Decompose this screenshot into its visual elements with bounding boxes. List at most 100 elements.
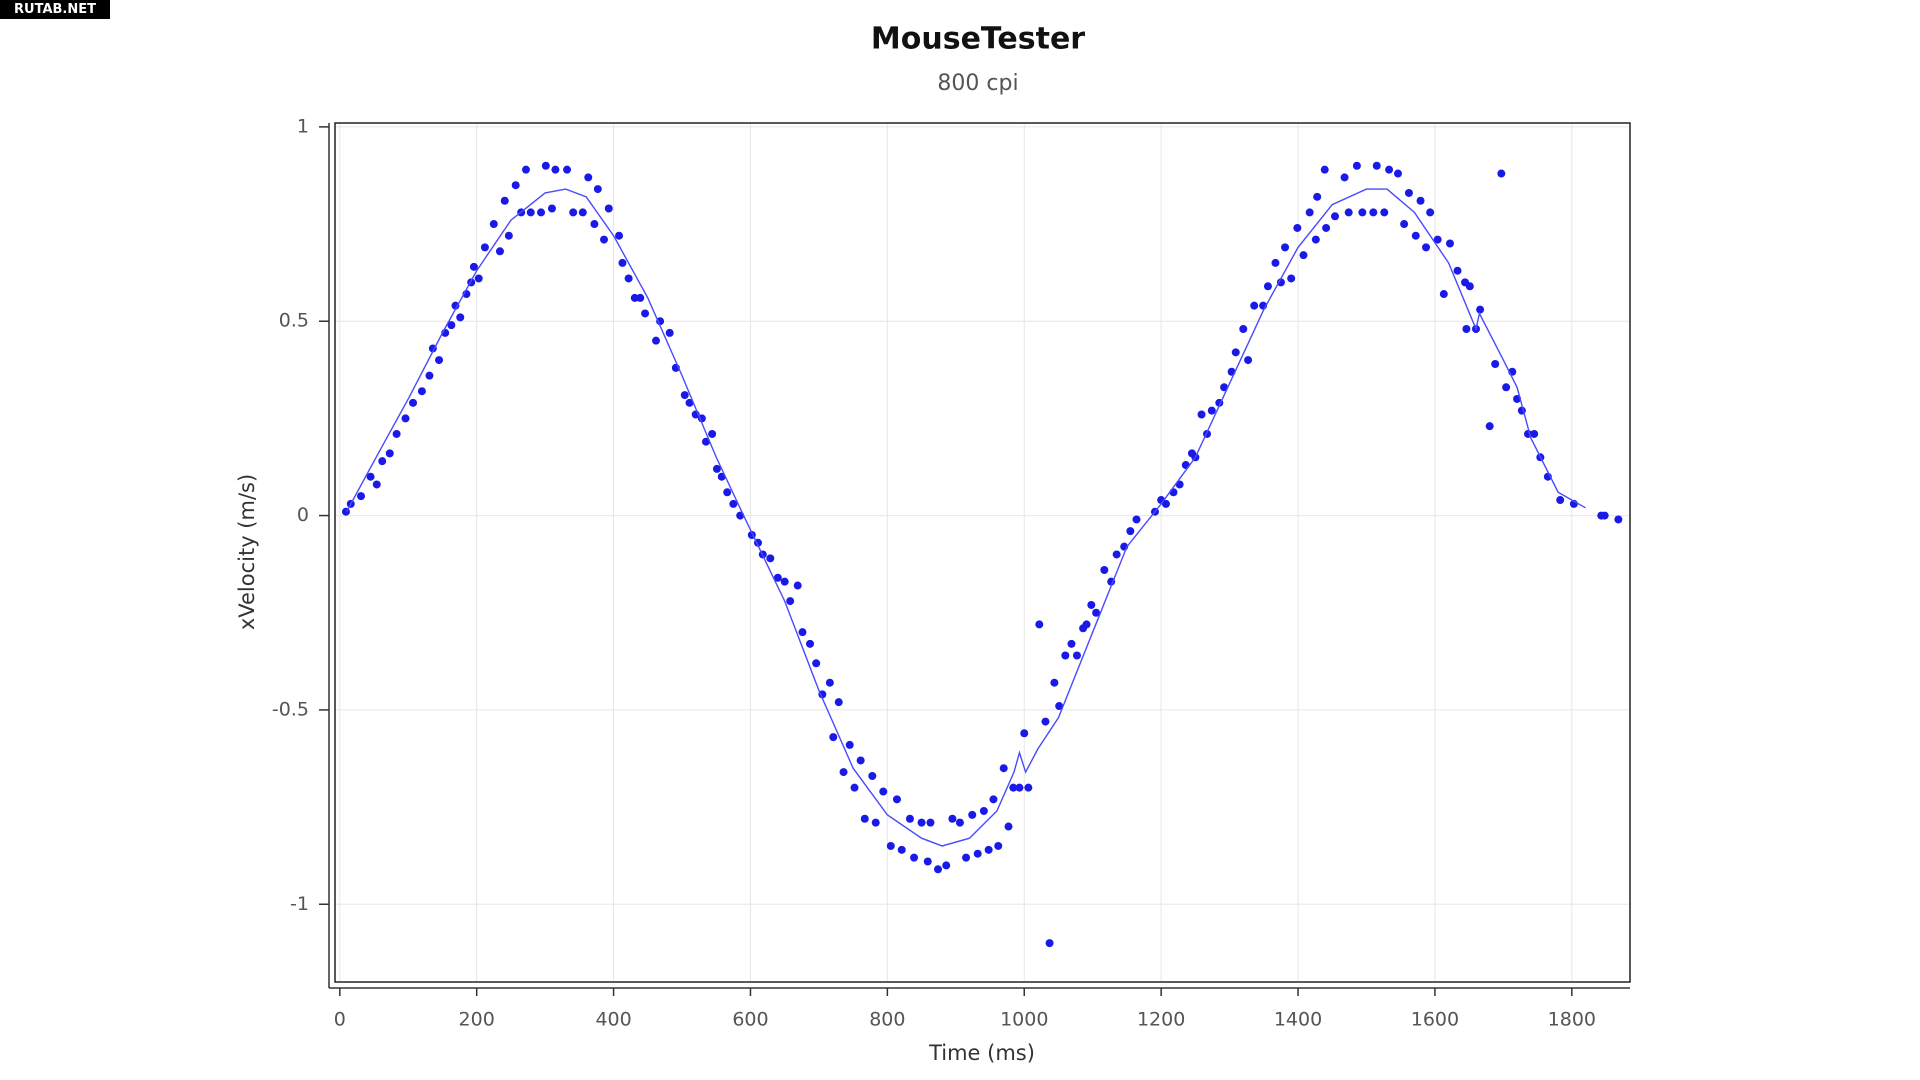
data-point	[984, 845, 993, 854]
data-point	[1004, 822, 1013, 831]
data-point	[1497, 169, 1506, 178]
data-point	[624, 274, 633, 283]
data-point	[845, 740, 854, 749]
data-point	[656, 317, 665, 326]
data-point	[1311, 235, 1320, 244]
plot-area	[335, 123, 1630, 982]
data-point	[1055, 702, 1064, 711]
data-point	[1271, 258, 1280, 267]
data-point	[1313, 192, 1322, 201]
data-point	[1126, 527, 1135, 536]
data-point	[968, 810, 977, 819]
data-point	[401, 414, 410, 423]
data-point	[1320, 165, 1329, 174]
watermark: RUTAB.NET	[14, 2, 96, 17]
data-point	[1416, 196, 1425, 205]
data-point	[926, 818, 935, 827]
data-point	[547, 204, 556, 213]
x-tick-label: 0	[334, 1009, 346, 1031]
data-point	[1169, 488, 1178, 497]
data-point	[723, 488, 732, 497]
data-point	[1502, 383, 1511, 392]
data-point	[892, 795, 901, 804]
data-point	[917, 818, 926, 827]
data-point	[708, 429, 717, 438]
chart-subtitle: 800 cpi	[937, 71, 1018, 96]
data-point	[905, 814, 914, 823]
data-point	[897, 845, 906, 854]
y-axis-label: xVelocity (m/s)	[235, 474, 259, 630]
data-point	[1132, 515, 1141, 524]
data-point	[590, 220, 599, 229]
data-point	[504, 231, 513, 240]
data-point	[994, 841, 1003, 850]
data-point	[1465, 282, 1474, 291]
data-point	[962, 853, 971, 862]
data-point	[1024, 783, 1033, 792]
data-point	[1344, 208, 1353, 217]
data-point	[665, 328, 674, 337]
y-tick-label: -1	[290, 893, 309, 915]
x-tick-label: 1200	[1137, 1009, 1185, 1031]
data-point	[923, 857, 932, 866]
data-point	[886, 841, 895, 850]
data-point	[1614, 515, 1623, 524]
data-point	[934, 865, 943, 874]
data-point	[1050, 678, 1059, 687]
data-point	[1556, 496, 1565, 505]
data-point	[1231, 348, 1240, 357]
data-point	[798, 628, 807, 637]
data-point	[1445, 239, 1454, 248]
x-tick-label: 1400	[1274, 1009, 1322, 1031]
data-point	[357, 492, 366, 501]
data-point	[521, 165, 530, 174]
y-tick-label: -0.5	[272, 698, 309, 720]
data-point	[1369, 208, 1378, 217]
data-point	[372, 480, 381, 489]
y-tick-label: 0.5	[279, 310, 309, 332]
data-point	[1045, 939, 1054, 948]
data-point	[511, 181, 520, 190]
data-point	[1322, 223, 1331, 232]
x-tick-label: 200	[459, 1009, 495, 1031]
data-point	[1385, 165, 1394, 174]
data-point	[409, 398, 418, 407]
data-point	[786, 597, 795, 606]
data-point	[1491, 359, 1500, 368]
data-point	[1181, 461, 1190, 470]
data-point	[1035, 620, 1044, 629]
data-point	[1485, 422, 1494, 431]
data-point	[563, 165, 572, 174]
data-point	[1358, 208, 1367, 217]
data-point	[1404, 188, 1413, 197]
data-point	[729, 499, 738, 508]
data-point	[1287, 274, 1296, 283]
data-point	[860, 814, 869, 823]
data-point	[1092, 608, 1101, 617]
data-point	[812, 659, 821, 668]
data-point	[1400, 220, 1409, 229]
data-point	[551, 165, 560, 174]
data-point	[480, 243, 489, 252]
data-point	[780, 577, 789, 586]
data-point	[456, 313, 465, 322]
data-point	[526, 208, 535, 217]
data-point	[1072, 651, 1081, 660]
data-point	[1411, 231, 1420, 240]
data-point	[712, 464, 721, 473]
data-point	[910, 853, 919, 862]
data-point	[1020, 729, 1029, 738]
x-tick-label: 1600	[1411, 1009, 1459, 1031]
data-point	[856, 756, 865, 765]
data-point	[630, 293, 639, 302]
data-point	[973, 849, 982, 858]
data-point	[955, 818, 964, 827]
data-point	[1207, 406, 1216, 415]
data-point	[392, 429, 401, 438]
data-point	[1067, 639, 1076, 648]
data-point	[474, 274, 483, 283]
data-point	[584, 173, 593, 182]
data-point	[1305, 208, 1314, 217]
data-point	[1250, 301, 1259, 310]
data-point	[1293, 223, 1302, 232]
